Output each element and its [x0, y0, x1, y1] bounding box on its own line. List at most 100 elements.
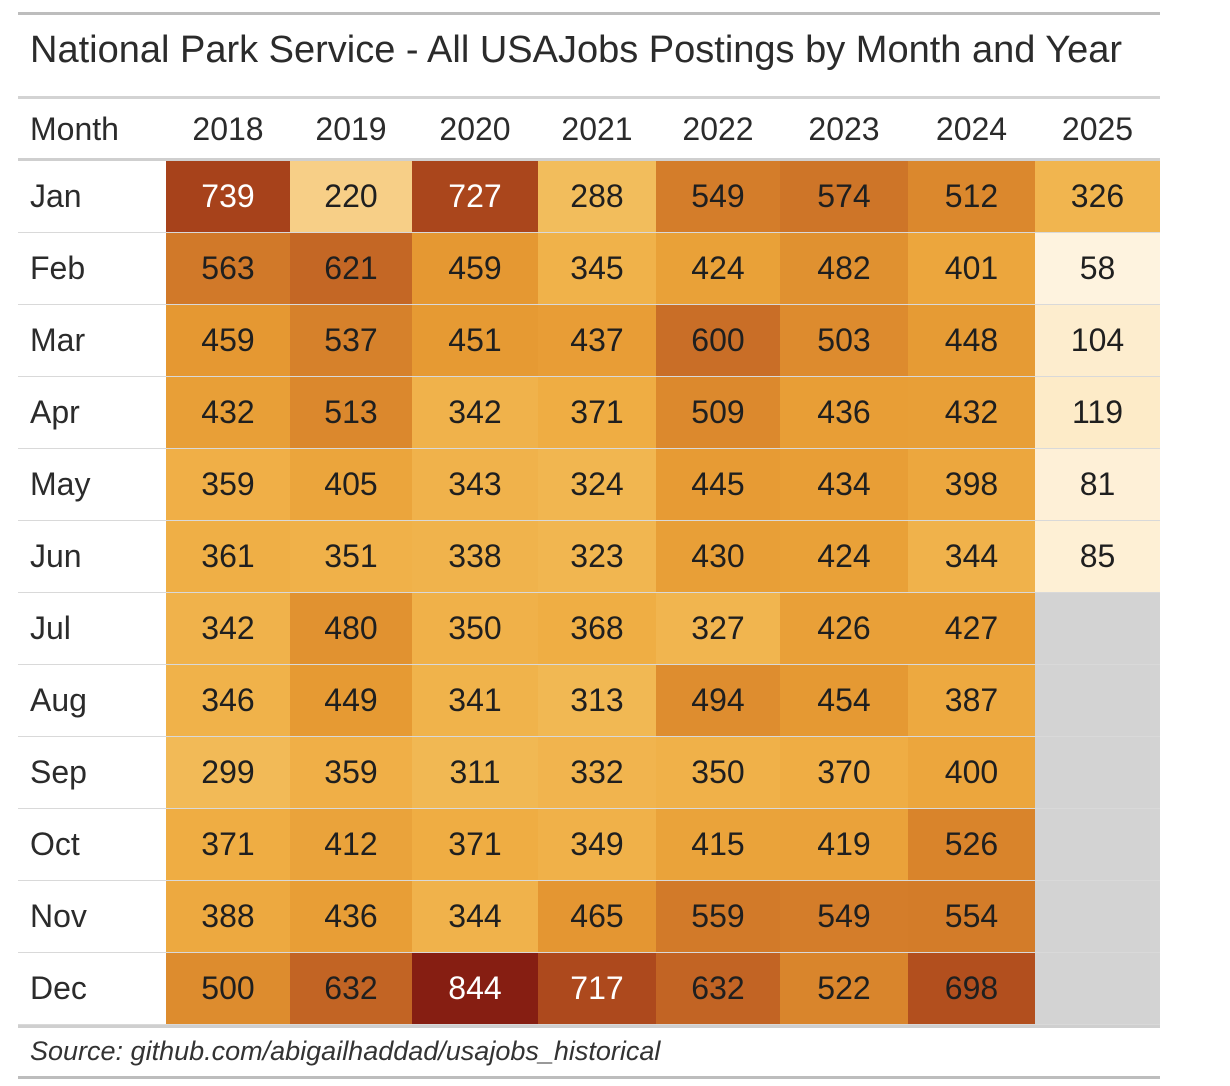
heatmap-cell: 727: [412, 161, 538, 232]
heatmap-cell: 359: [166, 449, 290, 520]
table-row-apr: Apr 432 513 342 371 509 436 432 119: [18, 377, 1160, 449]
heatmap-cell: 436: [290, 881, 412, 952]
month-label: Mar: [30, 322, 86, 358]
heatmap-cell: 449: [290, 665, 412, 736]
row-divider: [18, 232, 1160, 233]
row-divider: [18, 376, 1160, 377]
heatmap-cell: 563: [166, 233, 290, 304]
heatmap-cell: 220: [290, 161, 412, 232]
heatmap-cell: 459: [166, 305, 290, 376]
year-header-2024: 2024: [935, 111, 1008, 147]
year-header-2023: 2023: [808, 111, 880, 147]
heatmap-cell: 554: [908, 881, 1035, 952]
heatmap-cell: 454: [780, 665, 908, 736]
heatmap-cell: 412: [290, 809, 412, 880]
month-label: Nov: [30, 898, 87, 934]
month-label: Apr: [30, 394, 80, 430]
year-header-2018: 2018: [192, 111, 264, 147]
heatmap-cell: 434: [780, 449, 908, 520]
heatmap-cell: 345: [538, 233, 656, 304]
year-header-2019: 2019: [315, 111, 387, 147]
month-label: Jun: [30, 538, 82, 574]
table-row-jun: Jun 361 351 338 323 430 424 344 85: [18, 521, 1160, 593]
heatmap-cell: 509: [656, 377, 780, 448]
heatmap-cell: 632: [656, 953, 780, 1024]
source-note: Source: github.com/abigailhaddad/usajobs…: [30, 1036, 661, 1066]
month-label: Jan: [30, 178, 82, 214]
table-row-nov: Nov 388 436 344 465 559 549 554: [18, 881, 1160, 953]
heatmap-cell: 351: [290, 521, 412, 592]
heatmap-cell: 398: [908, 449, 1035, 520]
heatmap-cell: 717: [538, 953, 656, 1024]
table-row-jan: Jan 739 220 727 288 549 574 512 326: [18, 161, 1160, 233]
row-divider: [18, 448, 1160, 449]
year-header-2020: 2020: [439, 111, 511, 147]
month-label: Jul: [30, 610, 71, 646]
heatmap-cell: 424: [780, 521, 908, 592]
heatmap-cell: 448: [908, 305, 1035, 376]
heatmap-cell: 415: [656, 809, 780, 880]
table-row-may: May 359 405 343 324 445 434 398 81: [18, 449, 1160, 521]
heatmap-cell: 370: [780, 737, 908, 808]
row-divider: [18, 736, 1160, 737]
heatmap-cell: 344: [908, 521, 1035, 592]
heatmap-cell: 698: [908, 953, 1035, 1024]
title-rule: [18, 96, 1160, 99]
heatmap-cell: 313: [538, 665, 656, 736]
heatmap-cell: 480: [290, 593, 412, 664]
heatmap-cell: 361: [166, 521, 290, 592]
heatmap-cell: 324: [538, 449, 656, 520]
heatmap-cell: 342: [166, 593, 290, 664]
month-label: Sep: [30, 754, 87, 790]
heatmap-cell: 326: [1035, 161, 1160, 232]
column-header-row: Month 2018 2019 2020 2021 2022 2023 2024 2025: [18, 100, 1160, 158]
year-header-2022: 2022: [682, 111, 754, 147]
heatmap-cell: 844: [412, 953, 538, 1024]
month-column-header: Month: [30, 111, 119, 147]
heatmap-cell: 371: [412, 809, 538, 880]
table-row-feb: Feb 563 621 459 345 424 482 401 58: [18, 233, 1160, 305]
heatmap-cell: 512: [908, 161, 1035, 232]
chart-title: National Park Service - All USAJobs Post…: [30, 29, 1123, 71]
heatmap-cell: 388: [166, 881, 290, 952]
heatmap-cell: 427: [908, 593, 1035, 664]
table-bottom-rule: [18, 1025, 1160, 1028]
table-row-aug: Aug 346 449 341 313 494 454 387: [18, 665, 1160, 737]
heatmap-cell: 459: [412, 233, 538, 304]
month-label: Aug: [30, 682, 87, 718]
heatmap-cell: 387: [908, 665, 1035, 736]
heatmap-cell: 341: [412, 665, 538, 736]
heatmap-cell: 368: [538, 593, 656, 664]
row-divider: [18, 952, 1160, 953]
row-divider: [18, 592, 1160, 593]
heatmap-cell: 526: [908, 809, 1035, 880]
heatmap-cell: 401: [908, 233, 1035, 304]
heatmap-cell: 346: [166, 665, 290, 736]
table-row-mar: Mar 459 537 451 437 600 503 448 104: [18, 305, 1160, 377]
top-rule: [18, 12, 1160, 15]
heatmap-cell: 549: [780, 881, 908, 952]
heatmap-cell: 371: [538, 377, 656, 448]
heatmap-cell: 338: [412, 521, 538, 592]
table-row-dec: Dec 500 632 844 717 632 522 698: [18, 953, 1160, 1025]
heatmap-cell: 436: [780, 377, 908, 448]
heatmap-cell: [1035, 665, 1160, 736]
heatmap-cell: 537: [290, 305, 412, 376]
heatmap-cell: 549: [656, 161, 780, 232]
heatmap-cell: 371: [166, 809, 290, 880]
heatmap-cell: 288: [538, 161, 656, 232]
heatmap-cell: 85: [1035, 521, 1160, 592]
heatmap-cell: [1035, 953, 1160, 1024]
heatmap-cell: 327: [656, 593, 780, 664]
heatmap-cell: 350: [412, 593, 538, 664]
year-header-2025: 2025: [1061, 111, 1134, 147]
heatmap-cell: 482: [780, 233, 908, 304]
heatmap-cell: 437: [538, 305, 656, 376]
heatmap-cell: 359: [290, 737, 412, 808]
row-divider: [18, 1024, 1160, 1025]
heatmap-cell: 445: [656, 449, 780, 520]
heatmap-cell: 426: [780, 593, 908, 664]
heatmap-cell: 494: [656, 665, 780, 736]
row-divider: [18, 880, 1160, 881]
heatmap-cell: 559: [656, 881, 780, 952]
